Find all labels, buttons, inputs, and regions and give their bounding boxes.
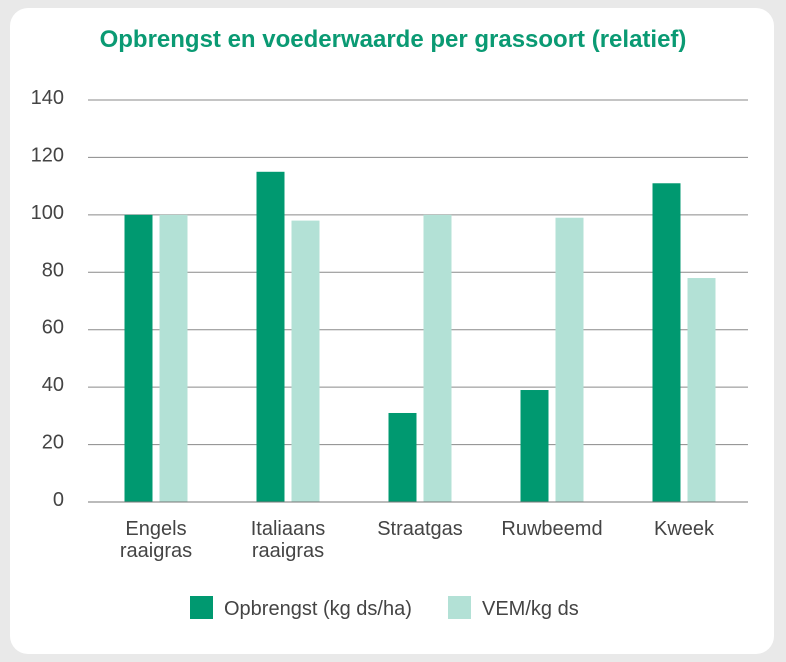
y-tick-label: 120 [31,144,64,166]
legend-swatch [448,596,471,619]
bar-vem [291,220,320,502]
legend-swatch [190,596,213,619]
y-tick-label: 60 [42,317,64,339]
chart-title: Opbrengst en voederwaarde per grassoort … [99,26,687,53]
x-category-label: Italiaans [251,518,326,540]
y-tick-label: 100 [31,202,64,224]
legend-label: VEM/kg ds [482,598,579,620]
y-tick-label: 0 [53,489,64,511]
x-category-label: raaigras [252,540,324,562]
x-category-label: Kweek [654,518,715,540]
legend-label: Opbrengst (kg ds/ha) [224,598,412,620]
x-category-label: raaigras [120,540,192,562]
y-tick-label: 140 [31,87,64,109]
bar-opbrengst [124,214,153,502]
x-category-label: Ruwbeemd [501,518,602,540]
y-tick-label: 20 [42,432,64,454]
x-category-label: Engels [125,518,186,540]
bar-vem [423,214,452,502]
x-category-label: Straatgas [377,518,463,540]
y-tick-label: 40 [42,374,64,396]
bar-opbrengst [388,412,417,502]
y-tick-label: 80 [42,259,64,281]
bar-opbrengst [256,171,285,503]
bar-vem [159,214,188,502]
bar-opbrengst [520,390,549,502]
bar-opbrengst [652,183,681,502]
bar-vem [555,217,584,502]
bar-vem [687,278,716,502]
